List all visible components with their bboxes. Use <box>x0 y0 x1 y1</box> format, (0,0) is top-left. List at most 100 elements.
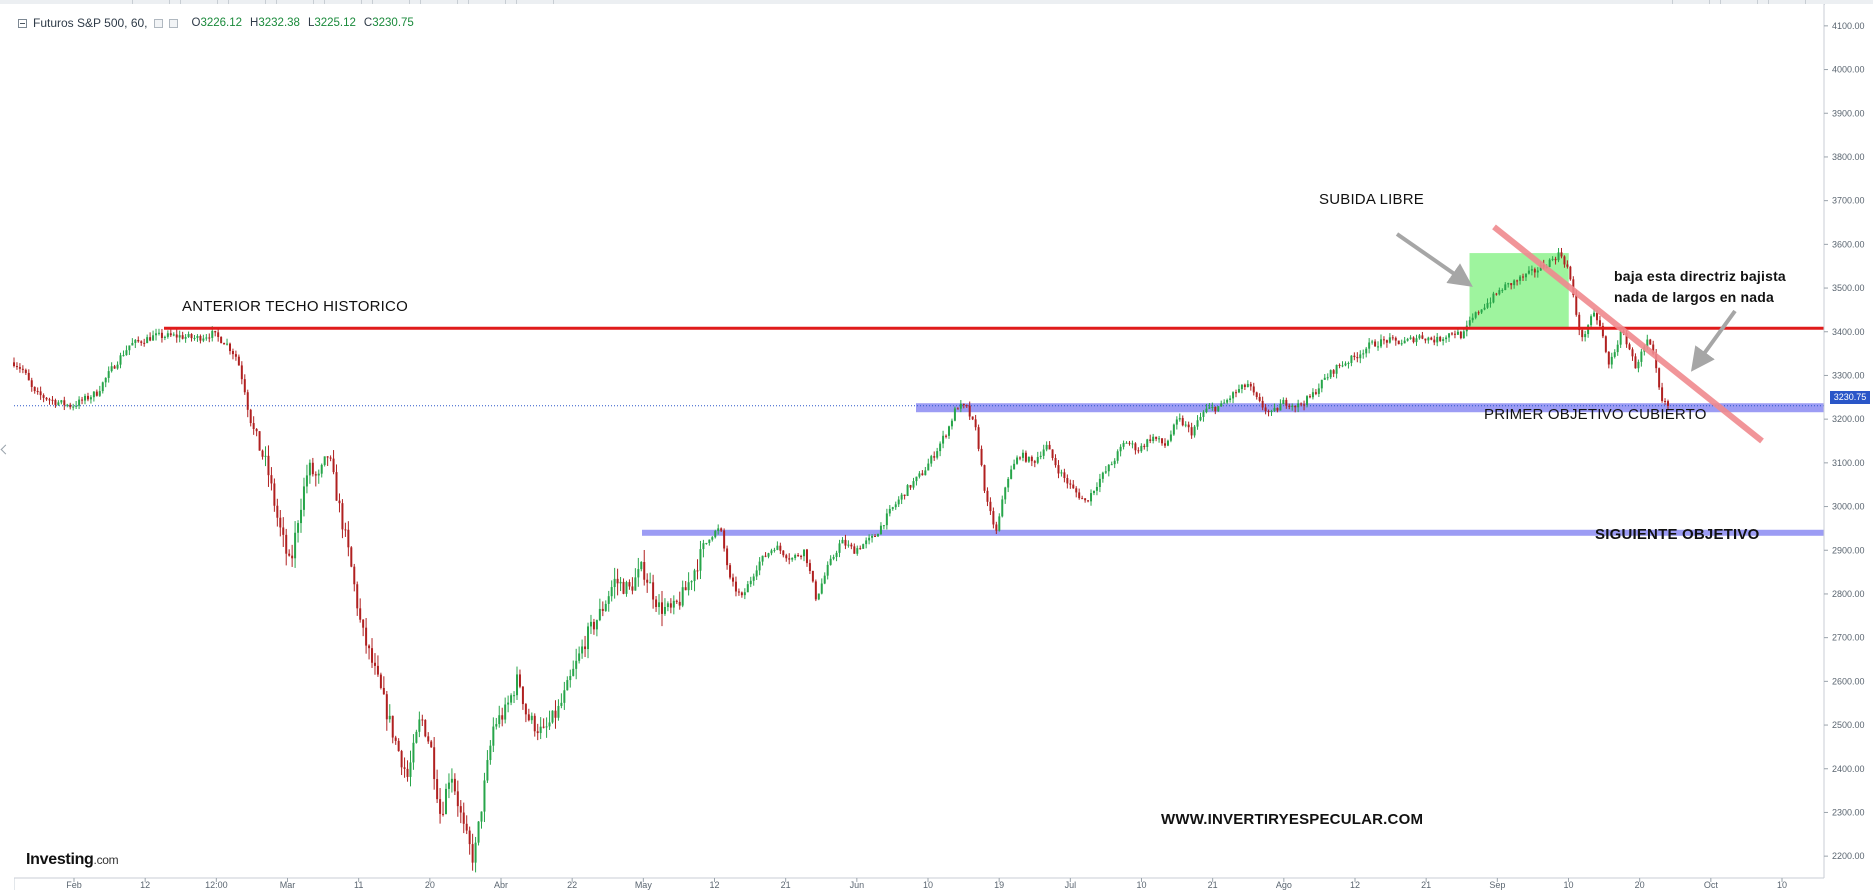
candle-body <box>447 782 450 789</box>
toolbar-tab[interactable] <box>276 0 314 4</box>
open-key: O <box>191 17 201 29</box>
candle-body <box>169 333 172 336</box>
candle-body <box>1152 436 1155 441</box>
candle-body <box>1548 259 1551 267</box>
candle-body <box>652 582 655 600</box>
candle-body <box>554 710 557 718</box>
candle-body <box>101 382 104 392</box>
y-tick-label: 2500.00 <box>1832 720 1865 730</box>
candle-body <box>782 550 785 556</box>
toolbar-tab[interactable] <box>1672 0 1710 4</box>
toolbar-tab[interactable] <box>324 0 362 4</box>
candle-body <box>1110 464 1113 466</box>
candle-body <box>282 527 285 535</box>
candle-body <box>628 582 631 587</box>
candle-body <box>856 548 859 554</box>
legend-close-icon[interactable] <box>168 18 178 28</box>
y-tick-label: 3700.00 <box>1832 196 1865 206</box>
candle-body <box>1237 389 1240 393</box>
toolbar-tab[interactable] <box>516 0 554 4</box>
y-tick-label: 3000.00 <box>1832 502 1865 512</box>
candle-body <box>42 395 45 398</box>
candle-body <box>655 599 658 608</box>
candle-body <box>486 760 489 781</box>
candle-body <box>471 844 474 863</box>
candle-body <box>1119 446 1122 452</box>
candle-body <box>619 581 622 584</box>
x-tick-label: 20 <box>1635 880 1645 890</box>
candle-body <box>838 543 841 553</box>
y-tick-label: 2300.00 <box>1832 807 1865 817</box>
candle-body <box>1072 484 1075 489</box>
candle-body <box>1042 449 1045 456</box>
candle-body <box>933 456 936 458</box>
candle-body <box>832 557 835 559</box>
candle-body <box>1344 363 1347 366</box>
candle-body <box>1495 293 1498 295</box>
candle-body <box>1181 418 1184 426</box>
plot-area[interactable] <box>14 4 1824 878</box>
candle-body <box>915 476 918 482</box>
candle-body <box>518 674 521 687</box>
candle-body <box>1098 478 1101 487</box>
candle-body <box>773 549 776 551</box>
candle-body <box>1575 295 1578 315</box>
candle-body <box>808 563 811 571</box>
bearish-trendline[interactable] <box>1492 224 1764 444</box>
candle-body <box>764 555 767 557</box>
axes: 2200.00 2300.00 2400.00 2500.00 2600.00 2700.… <box>14 4 1873 890</box>
candle-body <box>803 549 806 557</box>
candle-body <box>1113 460 1116 465</box>
candle-body <box>178 335 181 338</box>
legend-collapse-icon[interactable] <box>18 18 27 28</box>
candle-body <box>456 791 459 807</box>
candle-body <box>876 534 879 537</box>
x-tick-label: 19 <box>994 880 1004 890</box>
candle-body <box>853 546 856 554</box>
candle-body <box>226 343 229 345</box>
candle-body <box>356 584 359 609</box>
candle-body <box>1027 456 1030 462</box>
candle-body <box>927 463 930 471</box>
toolbar-tab[interactable] <box>468 0 506 4</box>
candle-body <box>220 336 223 344</box>
first-target-band[interactable] <box>916 403 1824 413</box>
candle-body <box>678 601 681 606</box>
toolbar-tab[interactable] <box>132 0 170 4</box>
y-axis-panel[interactable] <box>1825 4 1873 878</box>
candle-body <box>1480 309 1483 313</box>
candle-body <box>453 778 456 792</box>
candle-body <box>1066 478 1069 484</box>
candle-body <box>155 333 158 336</box>
candle-body <box>308 462 311 476</box>
candle-body <box>1143 445 1146 447</box>
candle-body <box>36 391 39 393</box>
toolbar-tab[interactable] <box>180 0 218 4</box>
candle-body <box>137 339 140 342</box>
candle-body <box>885 513 888 526</box>
candle-body <box>329 457 332 459</box>
toolbar-tab[interactable] <box>372 0 410 4</box>
candle-body <box>622 581 625 594</box>
candle-body <box>249 409 252 424</box>
candle-body <box>1391 337 1394 339</box>
candle-body <box>1590 316 1593 326</box>
candle-body <box>980 448 983 466</box>
toolbar-tab[interactable] <box>1720 0 1758 4</box>
free-rise-box[interactable] <box>1469 253 1569 328</box>
candle-body <box>589 621 592 627</box>
toolbar-tab[interactable] <box>420 0 458 4</box>
toolbar-tab[interactable] <box>228 0 266 4</box>
candle-body <box>33 386 36 392</box>
legend-settings-icon[interactable] <box>153 18 163 28</box>
candle-body <box>814 581 817 600</box>
candle-body <box>240 365 243 380</box>
next-target-band[interactable] <box>642 529 1824 536</box>
toolbar-tab[interactable] <box>1768 0 1806 4</box>
candle-body <box>1634 356 1637 369</box>
candle-body <box>805 549 808 564</box>
x-tick-label: Oct <box>1704 880 1719 890</box>
candle-body <box>1196 420 1199 427</box>
candle-body <box>1116 451 1119 461</box>
